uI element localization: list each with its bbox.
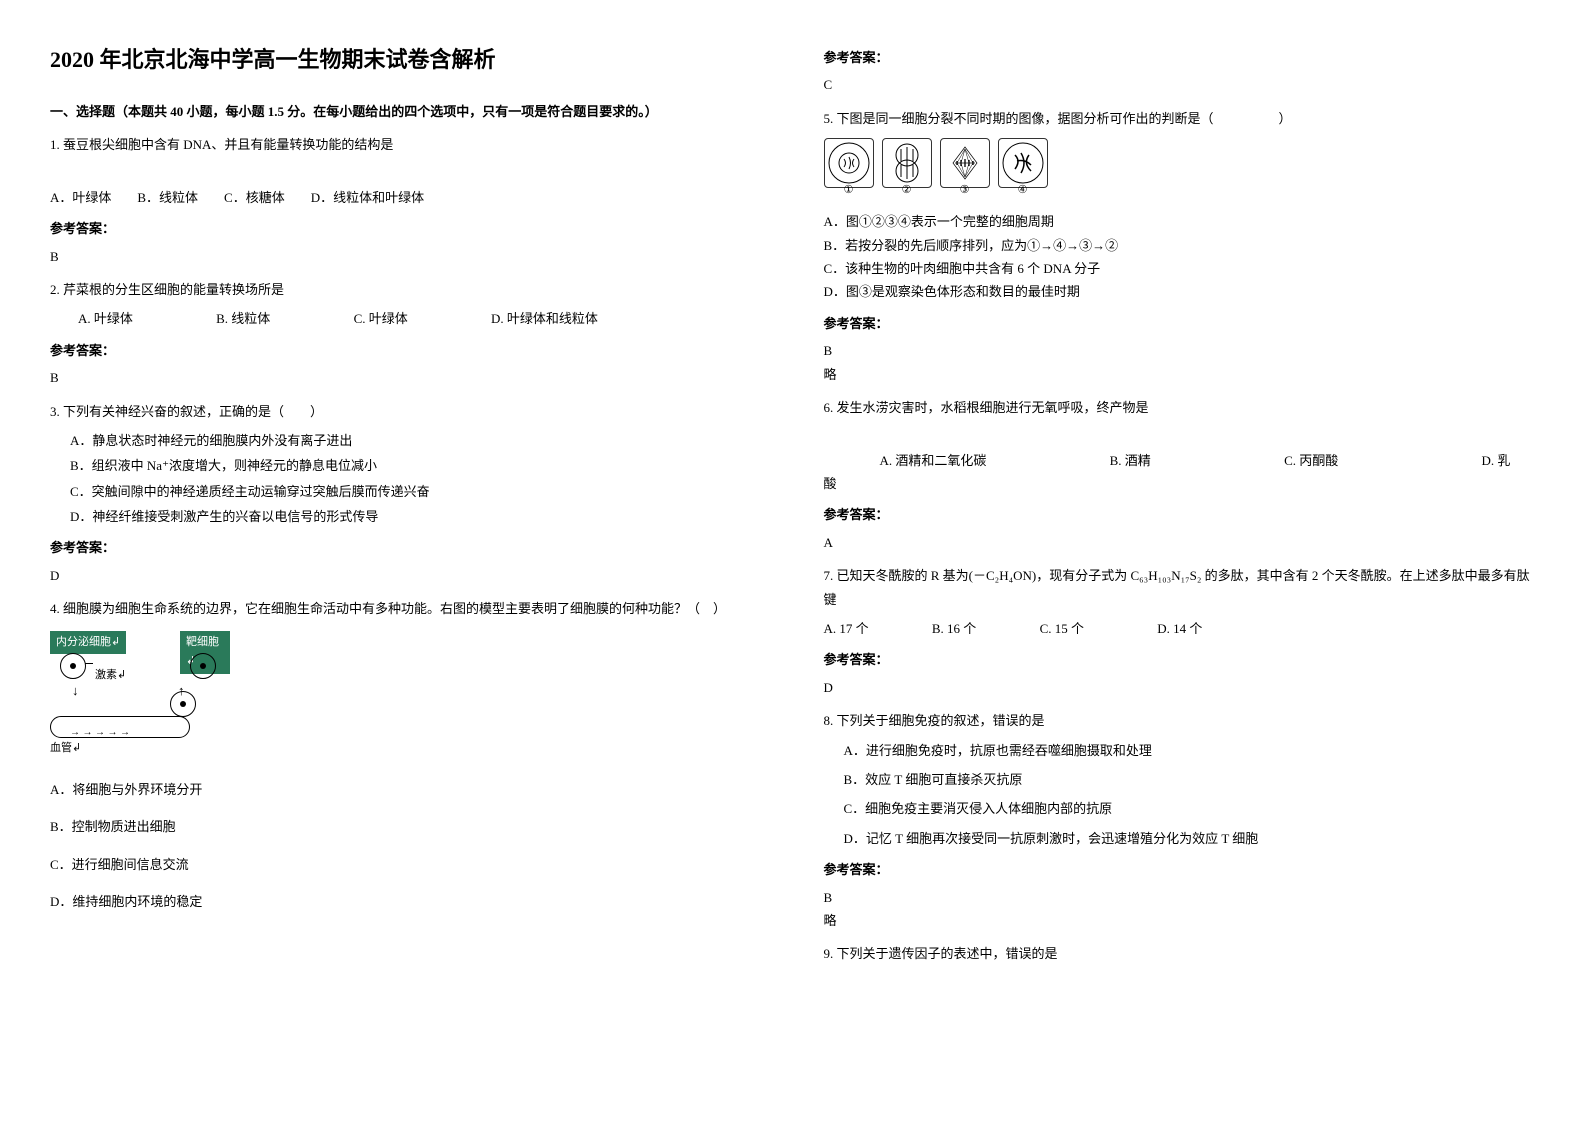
q4-optD: D．维持细胞内环境的稳定 [50, 890, 764, 913]
q8-optA: A．进行细胞免疫时，抗原也需经吞噬细胞摄取和处理 [844, 739, 1538, 762]
q6-text: 6. 发生水涝灾害时，水稻根细胞进行无氧呼吸，终产物是 [824, 396, 1538, 419]
q2-optD: D. 叶绿体和线粒体 [491, 311, 598, 326]
question-9: 9. 下列关于遗传因子的表述中，错误的是 [824, 942, 1538, 965]
q4-optB: B．控制物质进出细胞 [50, 815, 764, 838]
q4-optC: C．进行细胞间信息交流 [50, 853, 764, 876]
q9-text: 9. 下列关于遗传因子的表述中，错误的是 [824, 942, 1538, 965]
q8-optB: B．效应 T 细胞可直接杀灭抗原 [844, 768, 1538, 791]
section-header: 一、选择题（本题共 40 小题，每小题 1.5 分。在每小题给出的四个选项中，只… [50, 100, 764, 123]
q5-optB: B．若按分裂的先后顺序排列，应为①→④→③→② [824, 234, 1538, 257]
mitosis-label-3: ③ [960, 181, 970, 201]
q5-text: 5. 下图是同一细胞分裂不同时期的图像，据图分析可作出的判断是（ ） [824, 107, 1538, 130]
mitosis-2: ② [882, 138, 932, 188]
right-column: 参考答案： C 5. 下图是同一细胞分裂不同时期的图像，据图分析可作出的判断是（… [824, 40, 1538, 974]
q2-options: A. 叶绿体 B. 线粒体 C. 叶绿体 D. 叶绿体和线粒体 [50, 307, 764, 330]
q4-text: 4. 细胞膜为细胞生命系统的边界，它在细胞生命活动中有多种功能。右图的模型主要表… [50, 597, 764, 620]
endocrine-cell-label: 内分泌细胞↲ [50, 631, 126, 655]
mitosis-1: ① [824, 138, 874, 188]
q1-text: 1. 蚕豆根尖细胞中含有 DNA、并且有能量转换功能的结构是 [50, 133, 764, 156]
q8-note: 略 [824, 909, 1538, 932]
mitosis-label-1: ① [844, 181, 854, 201]
q6-optC: C. 丙酮酸 [1284, 453, 1338, 468]
question-7: 7. 已知天冬酰胺的 R 基为(－C₂H₄ON)，现有分子式为 C₆₃H₁₀₃N… [824, 564, 1538, 640]
q6-options: A. 酒精和二氧化碳 B. 酒精 C. 丙酮酸 D. 乳酸 [824, 449, 1538, 496]
q5-diagram: ① ② [824, 138, 1538, 188]
q5-optD: D．图③是观察染色体形态和数目的最佳时期 [824, 280, 1538, 303]
q7-optB: B. 16 个 [932, 621, 976, 636]
q6-answer: A [824, 531, 1538, 554]
q3-optB: B．组织液中 Na⁺浓度增大，则神经元的静息电位减小 [70, 454, 764, 477]
q3-optA: A．静息状态时神经元的细胞膜内外没有离子进出 [70, 429, 764, 452]
q2-text: 2. 芹菜根的分生区细胞的能量转换场所是 [50, 278, 764, 301]
answer-label: 参考答案： [824, 858, 1538, 881]
q8-answer: B [824, 886, 1538, 909]
q1-answer: B [50, 245, 764, 268]
q5-optA: A．图①②③④表示一个完整的细胞周期 [824, 210, 1538, 233]
answer-label: 参考答案： [824, 648, 1538, 671]
q7-optC: C. 15 个 [1040, 621, 1084, 636]
q4-optA: A．将细胞与外界环境分开 [50, 778, 764, 801]
question-6: 6. 发生水涝灾害时，水稻根细胞进行无氧呼吸，终产物是 A. 酒精和二氧化碳 B… [824, 396, 1538, 496]
q7-optA: A. 17 个 [824, 621, 869, 636]
q2-optA: A. 叶绿体 [78, 311, 133, 326]
q8-text: 8. 下列关于细胞免疫的叙述，错误的是 [824, 709, 1538, 732]
q7-answer: D [824, 676, 1538, 699]
answer-label: 参考答案： [50, 339, 764, 362]
q6-optB: B. 酒精 [1110, 453, 1151, 468]
question-3: 3. 下列有关神经兴奋的叙述，正确的是（ ） A．静息状态时神经元的细胞膜内外没… [50, 400, 764, 529]
q2-optB: B. 线粒体 [216, 311, 270, 326]
left-column: 2020 年北京北海中学高一生物期末试卷含解析 一、选择题（本题共 40 小题，… [50, 40, 764, 974]
mitosis-label-4: ④ [1018, 181, 1028, 201]
question-4: 4. 细胞膜为细胞生命系统的边界，它在细胞生命活动中有多种功能。右图的模型主要表… [50, 597, 764, 913]
answer-label: 参考答案： [50, 536, 764, 559]
q7-text: 7. 已知天冬酰胺的 R 基为(－C₂H₄ON)，现有分子式为 C₆₃H₁₀₃N… [824, 564, 1538, 611]
q4-diagram: 内分泌细胞↲ 靶细胞↲ 激素↲ → → → → → 血管↲ ↓ [50, 631, 764, 768]
mitosis-4: ④ [998, 138, 1048, 188]
page-title: 2020 年北京北海中学高一生物期末试卷含解析 [50, 40, 764, 80]
mitosis-label-2: ② [902, 181, 912, 201]
q5-answer: B [824, 339, 1538, 362]
q8-optC: C．细胞免疫主要消灭侵入人体细胞内部的抗原 [844, 797, 1538, 820]
q5-note: 略 [824, 363, 1538, 386]
q3-answer: D [50, 564, 764, 587]
q7-optD: D. 14 个 [1157, 621, 1202, 636]
q2-answer: B [50, 366, 764, 389]
question-1: 1. 蚕豆根尖细胞中含有 DNA、并且有能量转换功能的结构是 A．叶绿体 B．线… [50, 133, 764, 209]
q3-text: 3. 下列有关神经兴奋的叙述，正确的是（ ） [50, 400, 764, 423]
vessel-label: 血管↲ [50, 739, 81, 759]
q8-optD: D．记忆 T 细胞再次接受同一抗原刺激时，会迅速增殖分化为效应 T 细胞 [844, 827, 1538, 850]
hormone-label: 激素↲ [95, 666, 126, 686]
q2-optC: C. 叶绿体 [354, 311, 408, 326]
mitosis-3: ③ [940, 138, 990, 188]
answer-label: 参考答案： [824, 46, 1538, 69]
q1-options: A．叶绿体 B．线粒体 C．核糖体 D．线粒体和叶绿体 [50, 186, 764, 209]
question-8: 8. 下列关于细胞免疫的叙述，错误的是 A．进行细胞免疫时，抗原也需经吞噬细胞摄… [824, 709, 1538, 850]
q6-optA: A. 酒精和二氧化碳 [880, 453, 987, 468]
answer-label: 参考答案： [824, 503, 1538, 526]
answer-label: 参考答案： [50, 217, 764, 240]
question-2: 2. 芹菜根的分生区细胞的能量转换场所是 A. 叶绿体 B. 线粒体 C. 叶绿… [50, 278, 764, 331]
q5-optC: C．该种生物的叶肉细胞中共含有 6 个 DNA 分子 [824, 257, 1538, 280]
question-5: 5. 下图是同一细胞分裂不同时期的图像，据图分析可作出的判断是（ ） ① [824, 107, 1538, 304]
answer-label: 参考答案： [824, 312, 1538, 335]
q4-answer: C [824, 73, 1538, 96]
q3-optD: D．神经纤维接受刺激产生的兴奋以电信号的形式传导 [70, 505, 764, 528]
q7-options: A. 17 个 B. 16 个 C. 15 个 D. 14 个 [824, 617, 1538, 640]
q3-optC: C．突触间隙中的神经递质经主动运输穿过突触后膜而传递兴奋 [70, 480, 764, 503]
